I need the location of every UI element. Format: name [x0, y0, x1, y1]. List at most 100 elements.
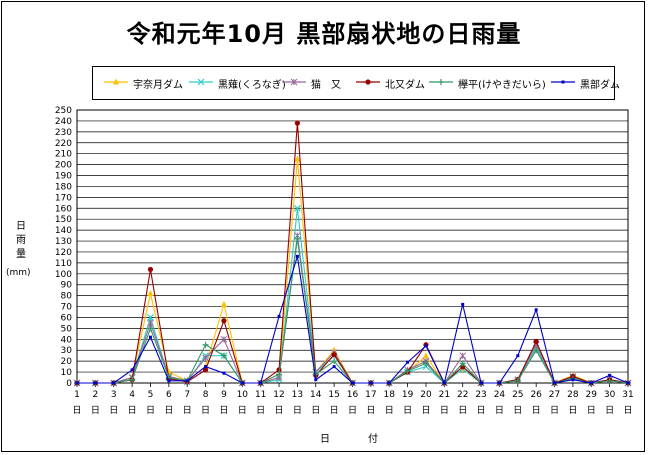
x-tick-label: 24	[494, 390, 506, 400]
x-tick-suffix: 日	[293, 405, 302, 416]
data-point	[514, 377, 521, 384]
y-axis-unit: (mm)	[6, 268, 31, 278]
legend-swatch	[189, 78, 213, 86]
x-tick-label: 8	[203, 390, 209, 400]
x-tick-suffix: 日	[550, 405, 559, 416]
x-tick-label: 14	[310, 390, 322, 400]
data-point	[202, 354, 209, 362]
x-tick-suffix: 日	[238, 405, 247, 416]
x-tick-suffix: 日	[623, 405, 632, 416]
y-tick-label: 160	[55, 204, 72, 214]
data-point	[534, 308, 538, 312]
data-point	[461, 302, 465, 306]
data-point	[147, 319, 154, 327]
data-point	[442, 381, 446, 385]
data-point	[479, 381, 483, 385]
y-tick-label: 150	[55, 215, 72, 225]
x-tick-label: 29	[586, 390, 598, 400]
data-point	[294, 155, 301, 162]
x-tick-label: 28	[567, 390, 579, 400]
legend-marker	[290, 78, 298, 86]
x-tick-suffix: 日	[440, 405, 449, 416]
legend-label: 黒部ダム	[580, 80, 620, 91]
plot-area	[76, 109, 629, 384]
legend: 宇奈月ダム 黒薙(くろなぎ) 猫 又 北又ダム 欅平(けやきだいら) 黒部ダム	[92, 66, 620, 100]
data-point	[259, 381, 263, 385]
x-tick-suffix: 日	[311, 405, 320, 416]
legend-swatch	[282, 78, 306, 86]
data-point	[202, 367, 209, 373]
data-point	[220, 300, 227, 307]
y-tick-label: 40	[61, 335, 73, 345]
data-point	[553, 381, 557, 385]
data-point	[202, 341, 209, 348]
y-tick-label: 70	[61, 303, 73, 313]
data-point	[387, 381, 391, 385]
series-5	[75, 254, 630, 385]
x-tick-label: 26	[530, 390, 542, 400]
x-tick-suffix: 日	[458, 405, 467, 416]
x-tick-suffix: 日	[477, 405, 486, 416]
y-tick-label: 100	[55, 270, 72, 280]
data-point	[240, 381, 244, 385]
legend-label: 欅平(けやきだいら)	[458, 80, 546, 91]
y-tick-label: 190	[55, 172, 72, 182]
x-tick-label: 6	[166, 390, 172, 400]
data-point	[185, 379, 189, 383]
x-tick-label: 15	[328, 390, 339, 400]
x-axis-label: 日 付	[320, 434, 392, 445]
x-tick-suffix: 日	[495, 405, 504, 416]
data-point	[147, 325, 154, 332]
y-tick-label: 170	[55, 193, 72, 203]
x-tick-label: 20	[420, 390, 432, 400]
x-tick-suffix: 日	[330, 405, 339, 416]
y-tick-label: 210	[55, 150, 72, 160]
data-point	[129, 376, 136, 383]
x-tick-label: 31	[622, 390, 633, 400]
y-tick-label: 110	[55, 259, 72, 269]
data-point	[147, 289, 154, 296]
data-point	[459, 360, 466, 367]
legend-marker	[561, 80, 565, 84]
y-tick-label: 80	[61, 292, 73, 302]
legend-swatch	[104, 78, 128, 85]
data-point	[112, 381, 116, 385]
y-tick-label: 0	[66, 379, 72, 389]
x-tick-suffix: 日	[568, 405, 577, 416]
x-tick-suffix: 日	[201, 405, 210, 416]
y-tick-label: 250	[55, 106, 72, 116]
x-tick-label: 3	[111, 390, 117, 400]
x-tick-label: 4	[129, 390, 135, 400]
y-tick-label: 10	[61, 368, 73, 378]
x-tick-suffix: 日	[513, 405, 522, 416]
data-point	[626, 381, 630, 385]
y-tick-label: 120	[55, 248, 72, 258]
x-tick-suffix: 日	[605, 405, 614, 416]
x-tick-label: 10	[237, 390, 249, 400]
x-tick-label: 7	[184, 390, 190, 400]
y-tick-label: 180	[55, 182, 72, 192]
data-point	[295, 254, 299, 258]
data-point	[220, 352, 227, 359]
x-tick-label: 18	[384, 390, 396, 400]
y-tick-label: 230	[55, 128, 72, 138]
data-point	[459, 352, 467, 360]
data-point	[404, 367, 411, 374]
data-point	[148, 335, 152, 339]
data-point	[294, 235, 301, 242]
x-tick-suffix: 日	[72, 405, 81, 416]
data-point	[147, 314, 154, 321]
y-tick-label: 20	[61, 357, 73, 367]
data-point	[422, 352, 429, 359]
legend-label: 猫 又	[311, 80, 341, 91]
data-point	[533, 347, 540, 354]
legend-label: 宇奈月ダム	[133, 80, 183, 91]
data-point	[497, 381, 501, 385]
data-point	[516, 354, 520, 358]
legend-label: 北又ダム	[385, 80, 425, 91]
x-tick-label: 19	[402, 390, 414, 400]
data-point	[422, 360, 429, 367]
x-tick-suffix: 日	[385, 405, 394, 416]
data-point	[314, 378, 318, 382]
